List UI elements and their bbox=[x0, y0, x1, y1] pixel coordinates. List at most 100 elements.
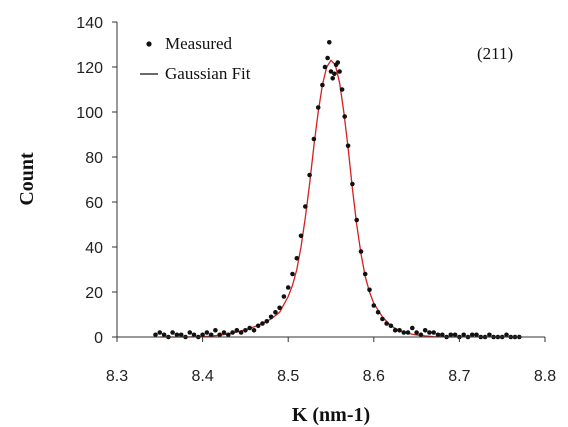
measured-point bbox=[208, 332, 214, 338]
measured-point bbox=[315, 105, 321, 110]
measured-point bbox=[322, 64, 328, 70]
legend-measured-marker bbox=[146, 41, 152, 47]
x-tick-label: 8.7 bbox=[448, 368, 470, 385]
legend: Measured Gaussian Fit bbox=[140, 34, 251, 83]
measured-point bbox=[217, 332, 222, 338]
y-ticks: 0 20 40 60 80 100 120 140 bbox=[76, 15, 117, 347]
measured-point bbox=[380, 316, 385, 322]
gaussian-fit-line bbox=[159, 59, 460, 338]
measured-point bbox=[325, 55, 330, 61]
measured-point bbox=[371, 303, 377, 308]
measured-point bbox=[401, 330, 407, 335]
measured-point bbox=[504, 332, 509, 338]
measured-point bbox=[153, 332, 158, 338]
measured-point bbox=[384, 321, 389, 326]
measured-point bbox=[191, 332, 197, 338]
measured-point bbox=[339, 87, 345, 92]
measured-point bbox=[285, 285, 291, 290]
y-tick-label: 100 bbox=[76, 105, 103, 122]
measured-point bbox=[247, 325, 252, 331]
measured-point bbox=[238, 330, 244, 335]
measured-point bbox=[362, 271, 368, 277]
measured-point bbox=[418, 332, 424, 338]
axes: 8.3 8.4 8.5 8.6 8.7 8.8 0 20 40 60 80 100 120 140 bbox=[76, 15, 556, 385]
y-axis-title: Count bbox=[16, 152, 38, 206]
x-tick-label: 8.3 bbox=[106, 368, 128, 385]
measured-point bbox=[469, 332, 475, 338]
measured-point bbox=[342, 114, 348, 119]
measured-point bbox=[448, 332, 454, 338]
measured-point bbox=[204, 330, 210, 335]
measured-point bbox=[294, 255, 300, 261]
x-axis-title: K (nm-1) bbox=[292, 404, 370, 426]
x-ticks: 8.3 8.4 8.5 8.6 8.7 8.8 bbox=[106, 337, 556, 385]
measured-point bbox=[461, 332, 467, 338]
measured-point bbox=[221, 330, 227, 335]
measured-point bbox=[350, 181, 355, 187]
measured-point bbox=[178, 332, 184, 338]
measured-point bbox=[213, 328, 218, 333]
measured-point bbox=[474, 332, 479, 338]
y-tick-label: 120 bbox=[76, 60, 103, 77]
measured-point bbox=[422, 328, 428, 333]
measured-point bbox=[307, 172, 312, 178]
measured-point bbox=[487, 332, 492, 338]
measured-point bbox=[311, 136, 317, 142]
measured-point bbox=[157, 330, 163, 335]
measured-points bbox=[153, 40, 522, 340]
measured-point bbox=[260, 321, 265, 326]
y-tick-label: 0 bbox=[94, 330, 103, 347]
peak-annotation: (211) bbox=[477, 44, 513, 63]
measured-point bbox=[226, 332, 231, 338]
y-tick-label: 20 bbox=[85, 285, 103, 302]
measured-point bbox=[431, 330, 437, 335]
y-tick-label: 80 bbox=[85, 150, 103, 167]
y-tick-label: 40 bbox=[85, 240, 103, 257]
x-tick-label: 8.5 bbox=[277, 368, 299, 385]
measured-point bbox=[303, 204, 308, 209]
measured-point bbox=[452, 332, 458, 338]
measured-point bbox=[397, 328, 402, 333]
measured-point bbox=[337, 69, 342, 74]
x-tick-label: 8.4 bbox=[191, 368, 213, 385]
measured-point bbox=[375, 310, 381, 315]
measured-point bbox=[327, 40, 332, 45]
measured-point bbox=[330, 76, 336, 81]
measured-point bbox=[345, 143, 351, 149]
measured-point bbox=[251, 328, 257, 333]
measured-point bbox=[410, 325, 415, 331]
measured-point bbox=[392, 328, 398, 333]
measured-point bbox=[405, 330, 411, 335]
x-tick-label: 8.6 bbox=[363, 368, 385, 385]
y-tick-label: 140 bbox=[76, 15, 103, 32]
measured-point bbox=[255, 323, 261, 329]
measured-point bbox=[243, 328, 248, 333]
measured-point bbox=[328, 69, 334, 74]
plot-area bbox=[153, 40, 522, 340]
measured-point bbox=[335, 60, 341, 65]
measured-point bbox=[187, 330, 193, 335]
measured-point bbox=[298, 233, 304, 239]
measured-point bbox=[281, 294, 287, 299]
measured-point bbox=[277, 305, 282, 311]
measured-point bbox=[388, 323, 394, 329]
measured-point bbox=[332, 71, 337, 77]
measured-point bbox=[170, 330, 175, 335]
measured-point bbox=[435, 332, 441, 338]
measured-point bbox=[264, 319, 270, 324]
measured-point bbox=[354, 217, 360, 223]
measured-point bbox=[230, 330, 235, 335]
measured-point bbox=[200, 332, 205, 338]
measured-point bbox=[234, 328, 240, 333]
measured-point bbox=[174, 332, 180, 338]
measured-point bbox=[440, 332, 445, 338]
measured-point bbox=[358, 249, 364, 254]
y-tick-label: 60 bbox=[85, 195, 103, 212]
measured-point bbox=[290, 271, 295, 277]
measured-point bbox=[414, 330, 419, 335]
measured-point bbox=[320, 82, 325, 88]
measured-point bbox=[367, 287, 372, 293]
measured-point bbox=[273, 310, 278, 315]
measured-point bbox=[427, 330, 432, 335]
